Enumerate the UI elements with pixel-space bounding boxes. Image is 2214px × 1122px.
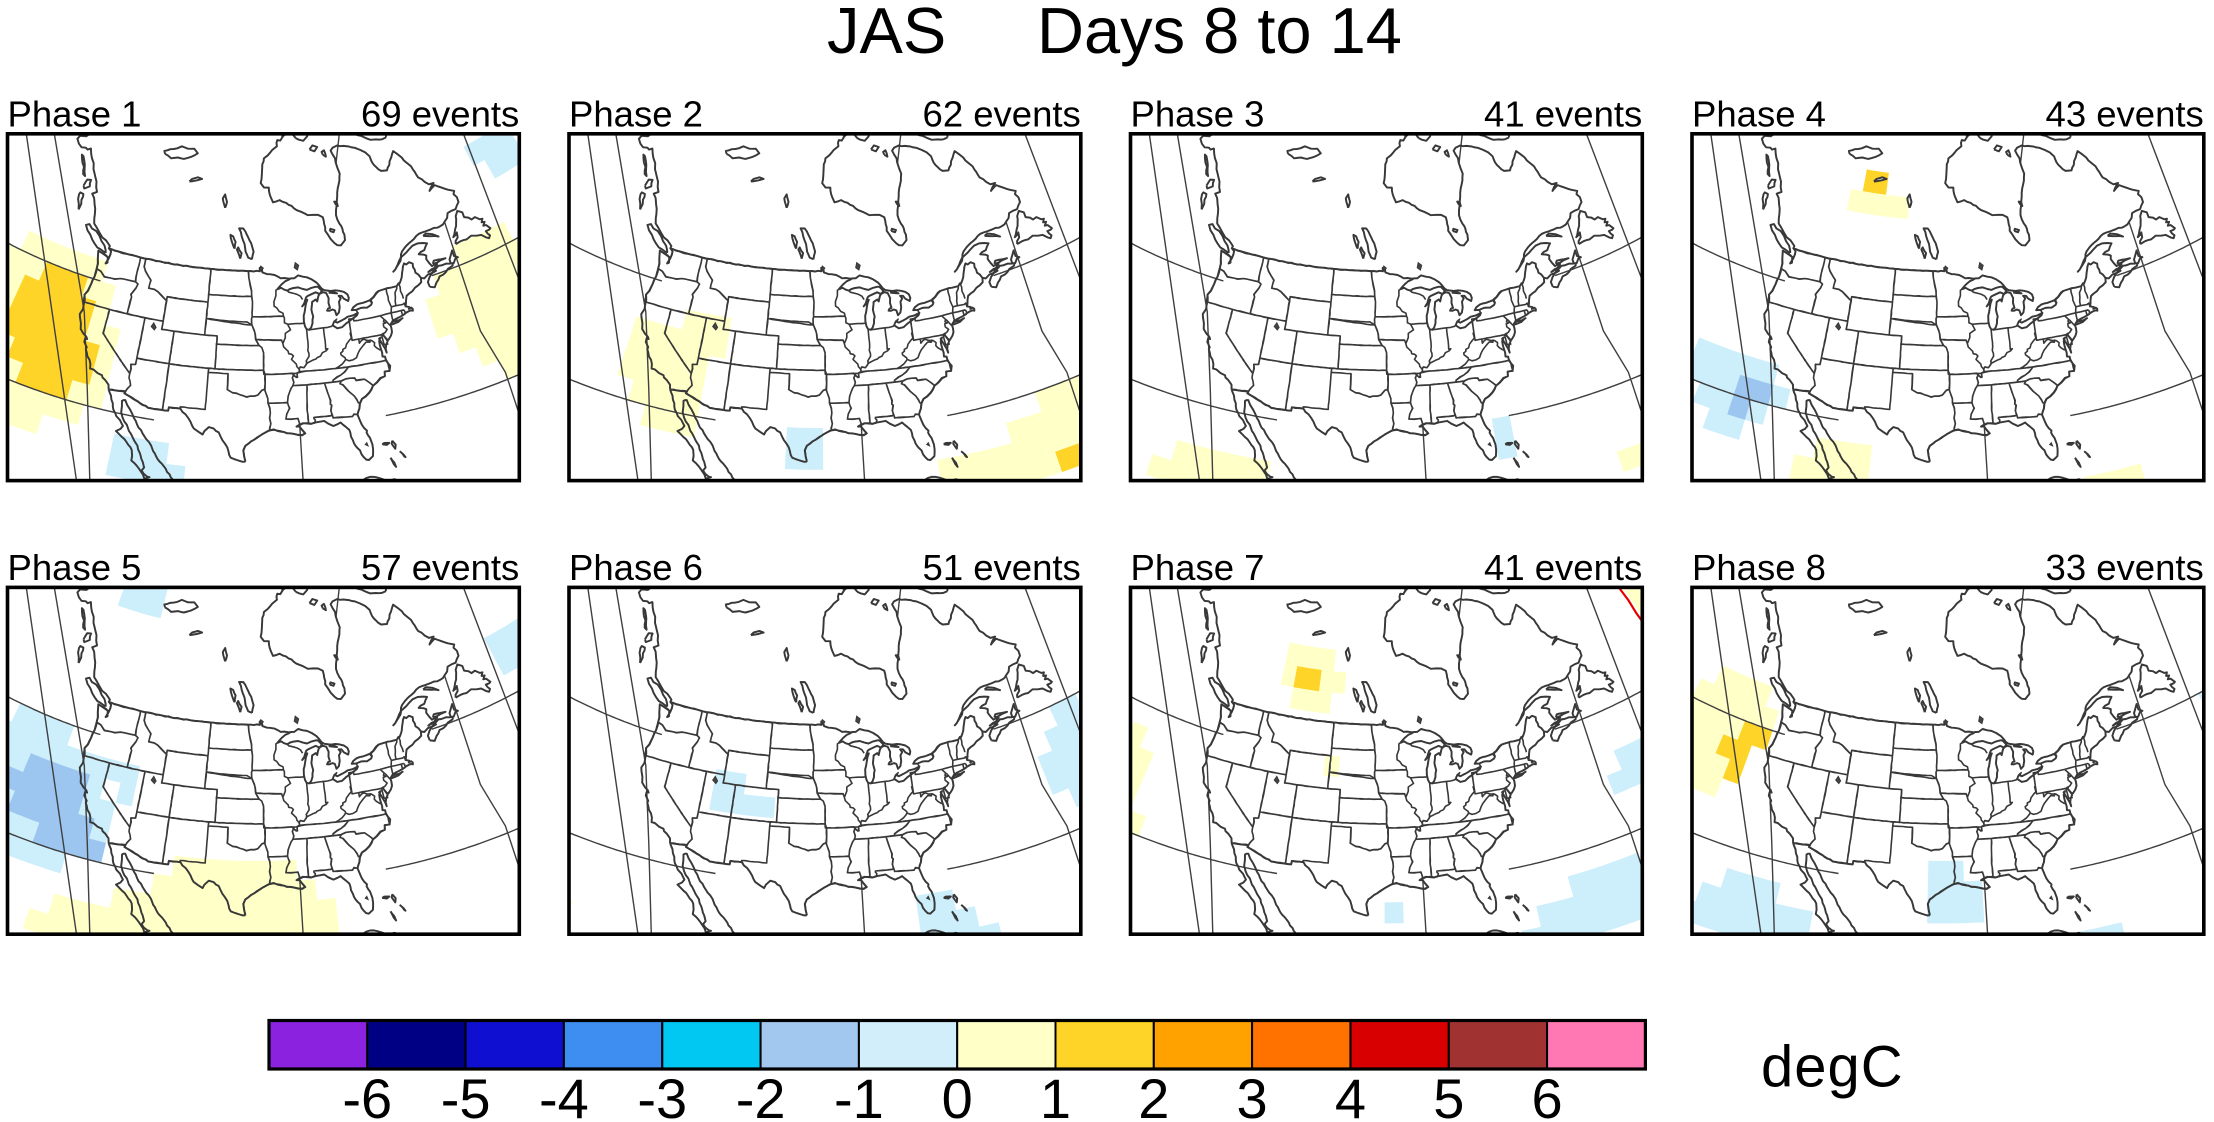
svg-text:degC: degC: [1761, 1035, 1904, 1100]
svg-text:Phase 5: Phase 5: [8, 547, 142, 588]
svg-text:-2: -2: [736, 1067, 786, 1122]
svg-text:62 events: 62 events: [923, 93, 1081, 134]
svg-text:Phase 1: Phase 1: [8, 93, 142, 134]
svg-text:Phase 6: Phase 6: [569, 547, 703, 588]
svg-text:69 events: 69 events: [361, 93, 519, 134]
svg-text:Phase 8: Phase 8: [1692, 547, 1826, 588]
svg-text:1: 1: [1040, 1067, 1071, 1122]
svg-text:57 events: 57 events: [361, 547, 519, 588]
svg-text:2: 2: [1138, 1067, 1169, 1122]
svg-text:0: 0: [942, 1067, 973, 1122]
svg-text:-3: -3: [637, 1067, 687, 1122]
svg-text:Phase 7: Phase 7: [1131, 547, 1265, 588]
svg-text:41 events: 41 events: [1484, 547, 1642, 588]
svg-text:-6: -6: [342, 1067, 392, 1122]
svg-text:Phase 3: Phase 3: [1131, 93, 1265, 134]
svg-text:4: 4: [1335, 1067, 1366, 1122]
svg-text:6: 6: [1532, 1067, 1563, 1122]
svg-text:Phase 4: Phase 4: [1692, 93, 1826, 134]
svg-text:Days 8 to 14: Days 8 to 14: [1037, 0, 1402, 67]
svg-text:33 events: 33 events: [2046, 547, 2204, 588]
svg-text:JAS: JAS: [827, 0, 946, 67]
svg-text:Phase 2: Phase 2: [569, 93, 703, 134]
svg-text:41 events: 41 events: [1484, 93, 1642, 134]
svg-text:43 events: 43 events: [2046, 93, 2204, 134]
svg-text:51 events: 51 events: [923, 547, 1081, 588]
svg-text:-1: -1: [834, 1067, 884, 1122]
svg-text:5: 5: [1433, 1067, 1464, 1122]
svg-text:-5: -5: [441, 1067, 491, 1122]
svg-text:-4: -4: [539, 1067, 589, 1122]
svg-text:3: 3: [1237, 1067, 1268, 1122]
